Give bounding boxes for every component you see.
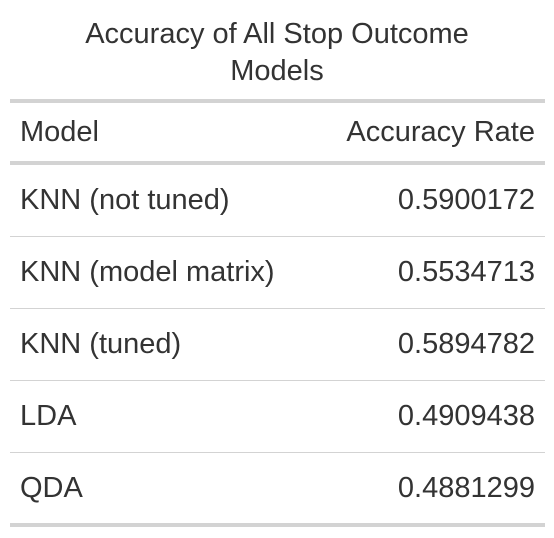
table-row: QDA 0.4881299 xyxy=(10,453,545,527)
table-row: LDA 0.4909438 xyxy=(10,381,545,453)
accuracy-cell: 0.5900172 xyxy=(397,184,535,216)
accuracy-cell: 0.4909438 xyxy=(397,400,535,432)
table-row: KNN (not tuned) 0.5900172 xyxy=(10,165,545,237)
model-cell: QDA xyxy=(20,471,83,504)
column-header-accuracy-rate: Accuracy Rate xyxy=(346,115,535,148)
table-header-row: Model Accuracy Rate xyxy=(10,103,545,165)
table-row: KNN (tuned) 0.5894782 xyxy=(10,309,545,381)
model-cell: KNN (tuned) xyxy=(20,328,182,360)
table-title-line-2: Models xyxy=(230,55,324,87)
model-cell: LDA xyxy=(20,400,77,432)
accuracy-cell: 0.4881299 xyxy=(397,471,535,504)
table-title-line-1: Accuracy of All Stop Outcome xyxy=(85,18,469,50)
model-cell: KNN (model matrix) xyxy=(20,256,275,288)
accuracy-cell: 0.5534713 xyxy=(397,256,535,288)
table-title: Accuracy of All Stop Outcome Models xyxy=(0,16,554,90)
model-cell: KNN (not tuned) xyxy=(20,184,230,216)
column-header-model: Model xyxy=(20,115,99,148)
accuracy-cell: 0.5894782 xyxy=(397,328,535,360)
accuracy-table: Model Accuracy Rate KNN (not tuned) 0.59… xyxy=(10,99,545,527)
table-row: KNN (model matrix) 0.5534713 xyxy=(10,237,545,309)
